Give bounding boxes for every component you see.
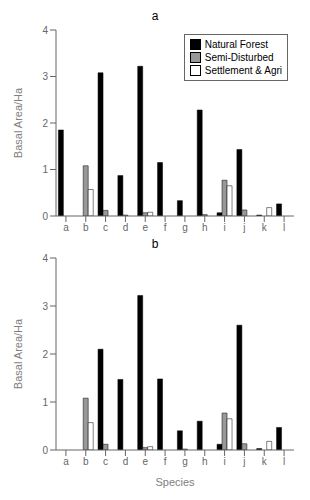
html-text:Semi-Disturbed: Semi-Disturbed	[204, 52, 274, 63]
svg-text:e: e	[142, 222, 148, 233]
svg-text:2: 2	[42, 349, 48, 360]
svg-text:2: 2	[42, 118, 48, 129]
svg-text:k: k	[262, 456, 268, 467]
svg-text:b: b	[83, 456, 89, 467]
svg-text:3: 3	[42, 71, 48, 82]
svg-text:a: a	[63, 456, 69, 467]
svg-text:h: h	[202, 222, 208, 233]
svg-text:a: a	[63, 222, 69, 233]
svg-text:f: f	[164, 222, 167, 233]
svg-text:i: i	[223, 456, 225, 467]
html-text:b: b	[151, 237, 159, 251]
svg-text:f: f	[164, 456, 167, 467]
svg-text:0: 0	[42, 445, 48, 456]
svg-text:j: j	[242, 222, 245, 233]
svg-text:d: d	[123, 222, 129, 233]
svg-text:0: 0	[42, 211, 48, 222]
svg-text:Species: Species	[155, 476, 195, 488]
svg-text:3: 3	[42, 301, 48, 312]
svg-text:1: 1	[42, 397, 48, 408]
html-text:Natural Forest: Natural Forest	[204, 39, 269, 50]
html-text:Settlement & Agri: Settlement & Agri	[204, 65, 282, 76]
html-text:a: a	[151, 9, 159, 23]
svg-text:l: l	[283, 456, 285, 467]
svg-text:k: k	[262, 222, 268, 233]
svg-text:g: g	[182, 222, 188, 233]
svg-text:c: c	[103, 222, 108, 233]
svg-text:j: j	[242, 456, 245, 467]
svg-text:Basal Area/Ha: Basal Area/Ha	[12, 87, 24, 158]
svg-text:d: d	[123, 456, 129, 467]
svg-text:e: e	[142, 456, 148, 467]
svg-text:4: 4	[42, 253, 48, 264]
svg-text:b: b	[83, 222, 89, 233]
svg-text:g: g	[182, 456, 188, 467]
svg-text:c: c	[103, 456, 108, 467]
svg-text:Basal Area/Ha: Basal Area/Ha	[12, 318, 24, 389]
svg-text:h: h	[202, 456, 208, 467]
svg-text:4: 4	[42, 25, 48, 36]
svg-text:1: 1	[42, 164, 48, 175]
svg-text:l: l	[283, 222, 285, 233]
svg-text:i: i	[223, 222, 225, 233]
